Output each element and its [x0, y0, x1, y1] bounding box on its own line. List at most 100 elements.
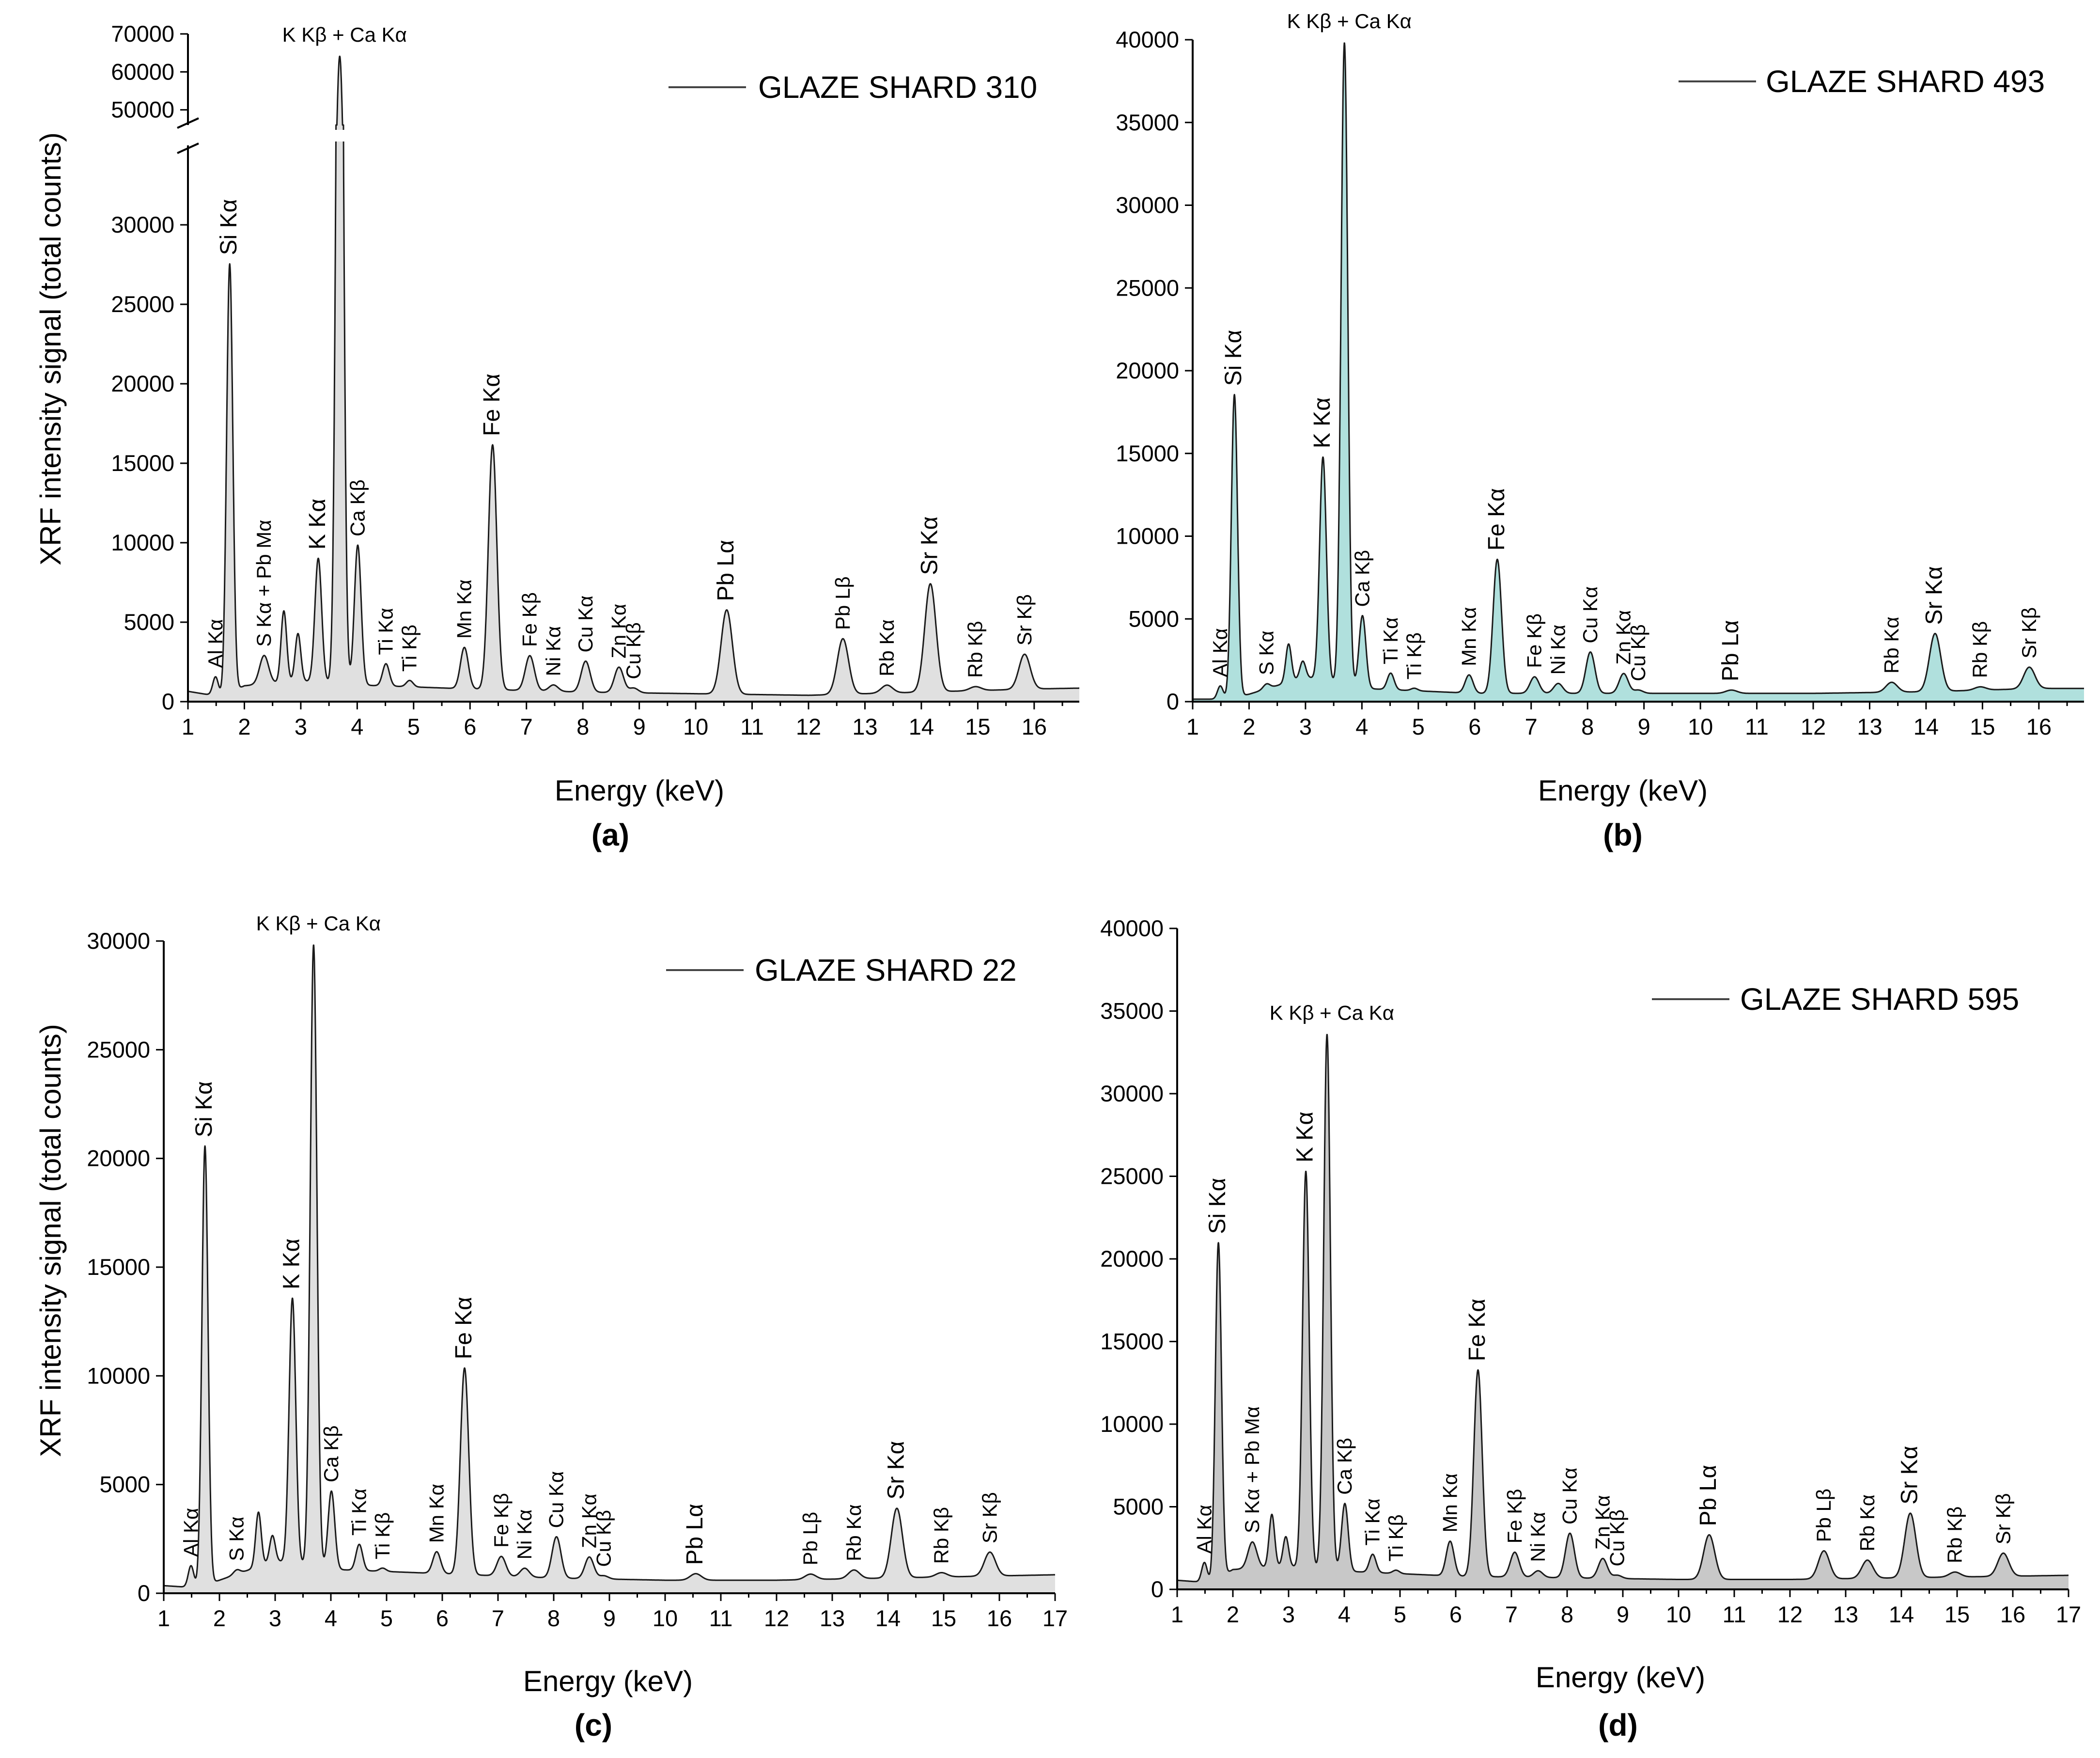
x-tick-label-b: 14 [1913, 714, 1939, 739]
peak-label-a: Rb Kα [875, 619, 898, 676]
x-tick-label-d: 10 [1666, 1601, 1691, 1627]
peak-label-d: Sr Kα [1897, 1446, 1922, 1505]
peak-label-d: Al Kα [1193, 1505, 1215, 1554]
peak-label-a: Ni Kα [542, 626, 565, 676]
peak-label-b: Mn Kα [1458, 607, 1480, 666]
y-tick-label-b: 15000 [1116, 440, 1179, 466]
x-tick-label-c: 7 [492, 1605, 504, 1631]
peak-label-a: Si Kα [216, 199, 242, 255]
peak-label-b: Ni Kα [1547, 625, 1570, 675]
peak-label-b: Rb Kα [1880, 616, 1903, 674]
x-tick-label-d: 15 [1944, 1601, 1970, 1627]
legend-a: GLAZE SHARD 310 [669, 70, 1037, 105]
peak-label-b: Si Kα [1221, 330, 1246, 386]
peak-label-c: Rb Kβ [930, 1507, 952, 1564]
x-tick-label-a: 14 [909, 714, 934, 739]
peak-label-d: K Kα [1292, 1112, 1318, 1162]
spectrum-line-c [163, 944, 1056, 1588]
x-tick-label-c: 5 [380, 1605, 393, 1631]
peak-label-a: Pb Lα [713, 540, 739, 601]
x-axis-title-c: Energy (keV) [523, 1665, 693, 1697]
peak-label-b: Fe Kβ [1523, 613, 1546, 668]
legend-label-d: GLAZE SHARD 595 [1740, 982, 2019, 1017]
peak-label-c: Ti Kβ [371, 1512, 394, 1559]
x-tick-label-a: 11 [740, 714, 764, 739]
peak-label-a: Sr Kα [917, 517, 943, 575]
peak-label-d: Si Kα [1205, 1178, 1230, 1234]
y-tick-label-d: 25000 [1100, 1163, 1164, 1189]
x-tick-label-d: 13 [1833, 1601, 1858, 1627]
peak-label-b: Sr Kβ [2018, 607, 2040, 659]
y-tick-label-d: 10000 [1100, 1411, 1164, 1437]
x-tick-label-a: 6 [464, 714, 476, 739]
peak-label-c: S Kα [225, 1517, 248, 1561]
x-tick-label-b: 4 [1355, 714, 1368, 739]
x-tick-label-d: 16 [2000, 1601, 2025, 1627]
y-tick-label-c: 0 [138, 1580, 150, 1606]
x-tick-label-b: 3 [1299, 714, 1312, 739]
x-tick-label-b: 13 [1857, 714, 1882, 739]
panel-label-c: (c) [575, 1708, 612, 1742]
x-tick-label-a: 16 [1022, 714, 1047, 739]
peak-label-d: Fe Kα [1464, 1299, 1490, 1361]
x-axis-title-b: Energy (keV) [1538, 774, 1708, 807]
peak-label-d: Rb Kβ [1943, 1507, 1966, 1564]
peak-label-c: K Kα [279, 1239, 305, 1289]
peak-label-c: K Kβ + Ca Kα [256, 912, 381, 935]
y-tick-label-b: 5000 [1128, 606, 1179, 631]
peak-label-c: Zn Kα [578, 1493, 601, 1548]
peak-label-c: Sr Kα [883, 1441, 909, 1500]
y-tick-label-b: 30000 [1116, 192, 1179, 218]
x-tick-label-d: 8 [1561, 1601, 1573, 1627]
peak-label-b: Rb Kβ [1969, 621, 1991, 678]
x-tick-label-a: 9 [633, 714, 646, 739]
x-tick-label-b: 5 [1412, 714, 1425, 739]
peak-label-c: Si Kα [191, 1081, 217, 1137]
y-tick-label-c: 10000 [87, 1363, 150, 1388]
peak-label-c: Cu Kα [545, 1471, 568, 1528]
peak-label-b: K Kα [1309, 397, 1335, 448]
peak-label-c: Pb Lβ [799, 1512, 822, 1566]
peak-label-d: K Kβ + Ca Kα [1270, 1001, 1394, 1024]
y-tick-label-a: 30000 [111, 212, 174, 237]
peak-label-a: Pb Lβ [831, 577, 854, 630]
panel-label-a: (a) [591, 817, 629, 852]
spectrum-line-d [1177, 1034, 2069, 1583]
x-tick-label-c: 8 [547, 1605, 560, 1631]
x-tick-label-c: 16 [987, 1605, 1012, 1631]
peak-break-gap-a [327, 130, 353, 141]
peak-label-a: Zn Kα [607, 604, 630, 659]
peak-label-c: Fe Kβ [490, 1493, 513, 1548]
spectrum-line-a [187, 55, 1080, 696]
peak-label-a: Al Kα [204, 619, 227, 668]
peak-label-a: Cu Kβ [622, 622, 645, 679]
x-tick-label-c: 14 [875, 1605, 901, 1631]
axis-break-mark-a [177, 142, 199, 154]
x-tick-label-b: 7 [1525, 714, 1538, 739]
x-tick-label-a: 5 [407, 714, 420, 739]
y-tick-label-a: 15000 [111, 450, 174, 476]
peak-label-b: Sr Kα [1922, 566, 1947, 625]
x-tick-label-b: 8 [1581, 714, 1594, 739]
peak-label-d: Fe Kβ [1503, 1489, 1526, 1544]
x-tick-label-b: 11 [1745, 714, 1769, 739]
peak-label-b: K Kβ + Ca Kα [1287, 10, 1412, 32]
x-tick-label-a: 12 [796, 714, 821, 739]
peak-label-b: Cu Kβ [1627, 624, 1649, 681]
peak-label-d: Pb Lβ [1812, 1489, 1835, 1542]
peak-label-a: Sr Kβ [1013, 594, 1036, 645]
x-tick-label-b: 6 [1468, 714, 1481, 739]
peak-label-a: Mn Kα [453, 580, 476, 639]
x-tick-label-d: 9 [1617, 1601, 1629, 1627]
peak-label-a: Ti Kβ [398, 625, 421, 672]
legend-label-c: GLAZE SHARD 22 [755, 953, 1017, 988]
x-tick-label-d: 17 [2056, 1601, 2081, 1627]
x-tick-label-b: 9 [1638, 714, 1650, 739]
y-tick-label-a: 70000 [111, 21, 174, 47]
legend-c: GLAZE SHARD 22 [666, 953, 1017, 988]
x-tick-label-c: 9 [603, 1605, 616, 1631]
peak-label-b: Ca Kβ [1351, 550, 1374, 607]
x-tick-label-c: 13 [820, 1605, 845, 1631]
peak-label-d: Zn Kα [1591, 1495, 1614, 1550]
